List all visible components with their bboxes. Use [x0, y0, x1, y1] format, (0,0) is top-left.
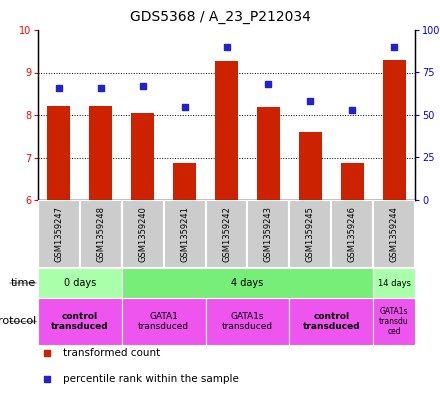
Bar — [331, 200, 373, 268]
Point — [223, 44, 230, 50]
Bar — [299, 132, 322, 200]
Text: GSM1359240: GSM1359240 — [138, 206, 147, 262]
Bar — [38, 268, 122, 298]
Bar — [341, 163, 364, 200]
Text: GSM1359246: GSM1359246 — [348, 206, 357, 262]
Text: GATA1
transduced: GATA1 transduced — [138, 312, 189, 331]
Bar — [38, 200, 80, 268]
Bar — [48, 106, 70, 200]
Bar — [122, 268, 373, 298]
Bar — [205, 200, 247, 268]
Text: GSM1359245: GSM1359245 — [306, 206, 315, 262]
Point — [181, 103, 188, 110]
Text: GSM1359243: GSM1359243 — [264, 206, 273, 262]
Text: transformed count: transformed count — [62, 348, 160, 358]
Bar — [89, 106, 112, 200]
Text: 4 days: 4 days — [231, 278, 264, 288]
Text: percentile rank within the sample: percentile rank within the sample — [62, 373, 238, 384]
Text: GSM1359242: GSM1359242 — [222, 206, 231, 262]
Bar — [38, 298, 122, 345]
Text: 14 days: 14 days — [378, 279, 411, 288]
Bar — [290, 200, 331, 268]
Text: GSM1359244: GSM1359244 — [389, 206, 399, 262]
Text: time: time — [11, 278, 36, 288]
Point — [265, 81, 272, 88]
Point — [391, 44, 398, 50]
Point — [348, 107, 356, 113]
Text: GATA1s
transdu
ced: GATA1s transdu ced — [379, 307, 409, 336]
Bar — [247, 200, 290, 268]
Text: control
transduced: control transduced — [51, 312, 109, 331]
Point — [55, 84, 62, 91]
Bar — [373, 268, 415, 298]
Bar — [290, 298, 373, 345]
Bar — [173, 163, 196, 200]
Text: GDS5368 / A_23_P212034: GDS5368 / A_23_P212034 — [129, 10, 311, 24]
Point — [44, 350, 51, 356]
Bar — [122, 200, 164, 268]
Bar — [205, 298, 290, 345]
Text: GSM1359247: GSM1359247 — [55, 206, 63, 262]
Point — [307, 98, 314, 105]
Text: 0 days: 0 days — [64, 278, 96, 288]
Text: GATA1s
transduced: GATA1s transduced — [222, 312, 273, 331]
Text: protocol: protocol — [0, 316, 36, 327]
Point — [97, 84, 104, 91]
Text: GSM1359248: GSM1359248 — [96, 206, 105, 262]
Bar — [122, 298, 205, 345]
Bar — [373, 200, 415, 268]
Bar — [131, 113, 154, 200]
Point — [44, 375, 51, 382]
Bar — [80, 200, 122, 268]
Bar — [164, 200, 205, 268]
Bar — [382, 60, 406, 200]
Bar — [215, 61, 238, 200]
Bar — [373, 298, 415, 345]
Text: GSM1359241: GSM1359241 — [180, 206, 189, 262]
Text: control
transduced: control transduced — [302, 312, 360, 331]
Bar — [257, 107, 280, 200]
Point — [139, 83, 146, 89]
